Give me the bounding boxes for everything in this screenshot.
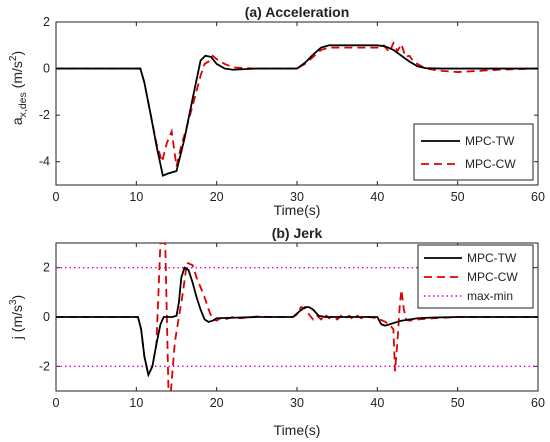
- acceleration-ytick-label: -2: [39, 108, 50, 122]
- acceleration-legend: MPC-TW MPC-CW: [413, 123, 534, 181]
- acceleration-y-label: ax,des (m/s2): [8, 51, 29, 125]
- acceleration-legend-box: [413, 123, 534, 181]
- jerk-xtick-label: 60: [531, 396, 545, 410]
- jerk-ytick-label: -2: [39, 359, 50, 373]
- acceleration-x-label: Time(s): [274, 202, 321, 218]
- jerk-legend-label-cw: MPC-CW: [467, 270, 518, 284]
- jerk-legend-box: [417, 244, 534, 309]
- acceleration-legend-label-tw: MPC-TW: [465, 134, 515, 148]
- jerk-legend: MPC-TW MPC-CW max-min: [417, 244, 534, 309]
- acceleration-xtick-label: 10: [129, 190, 143, 204]
- jerk-xtick-label: 50: [451, 396, 465, 410]
- jerk-x-label: Time(s): [274, 422, 321, 438]
- jerk-xtick-label: 0: [53, 396, 60, 410]
- acceleration-ytick-label: 0: [43, 62, 50, 76]
- acceleration-xtick-label: 60: [531, 190, 545, 204]
- acceleration-xtick-label: 40: [370, 190, 384, 204]
- acceleration-legend-label-cw: MPC-CW: [465, 157, 516, 171]
- acceleration-panel: (a) Acceleration Time(s) ax,des (m/s2) 0…: [8, 4, 545, 218]
- acceleration-title: (a) Acceleration: [245, 4, 350, 20]
- jerk-ytick-label: 2: [43, 261, 50, 275]
- acceleration-ytick-label: 2: [43, 15, 50, 29]
- acceleration-lines: [56, 40, 538, 177]
- acceleration-xtick-label: 50: [451, 190, 465, 204]
- jerk-title: (b) Jerk: [272, 225, 323, 241]
- jerk-series-mpc-tw: [56, 266, 538, 378]
- jerk-y-label: j (m/s3): [8, 295, 25, 340]
- jerk-legend-label-tw: MPC-TW: [467, 251, 517, 265]
- jerk-xtick-label: 30: [290, 396, 304, 410]
- jerk-legend-label-maxmin: max-min: [467, 289, 513, 303]
- jerk-ytick-label: 0: [43, 310, 50, 324]
- jerk-xtick-label: 20: [210, 396, 224, 410]
- acceleration-xtick-label: 30: [290, 190, 304, 204]
- acceleration-xtick-label: 20: [210, 190, 224, 204]
- acceleration-ticks: 0 10 20 30 40 50 60 -4 -2 0 2: [39, 15, 545, 204]
- jerk-xtick-label: 10: [129, 396, 143, 410]
- jerk-panel: (b) Jerk Time(s) j (m/s3) 0 10 20 30 40 50 60-…: [8, 225, 545, 438]
- jerk-xtick-label: 40: [370, 396, 384, 410]
- acceleration-ytick-label: -4: [39, 155, 50, 169]
- acceleration-series-mpc-tw: [56, 44, 538, 177]
- acceleration-xtick-label: 0: [53, 190, 60, 204]
